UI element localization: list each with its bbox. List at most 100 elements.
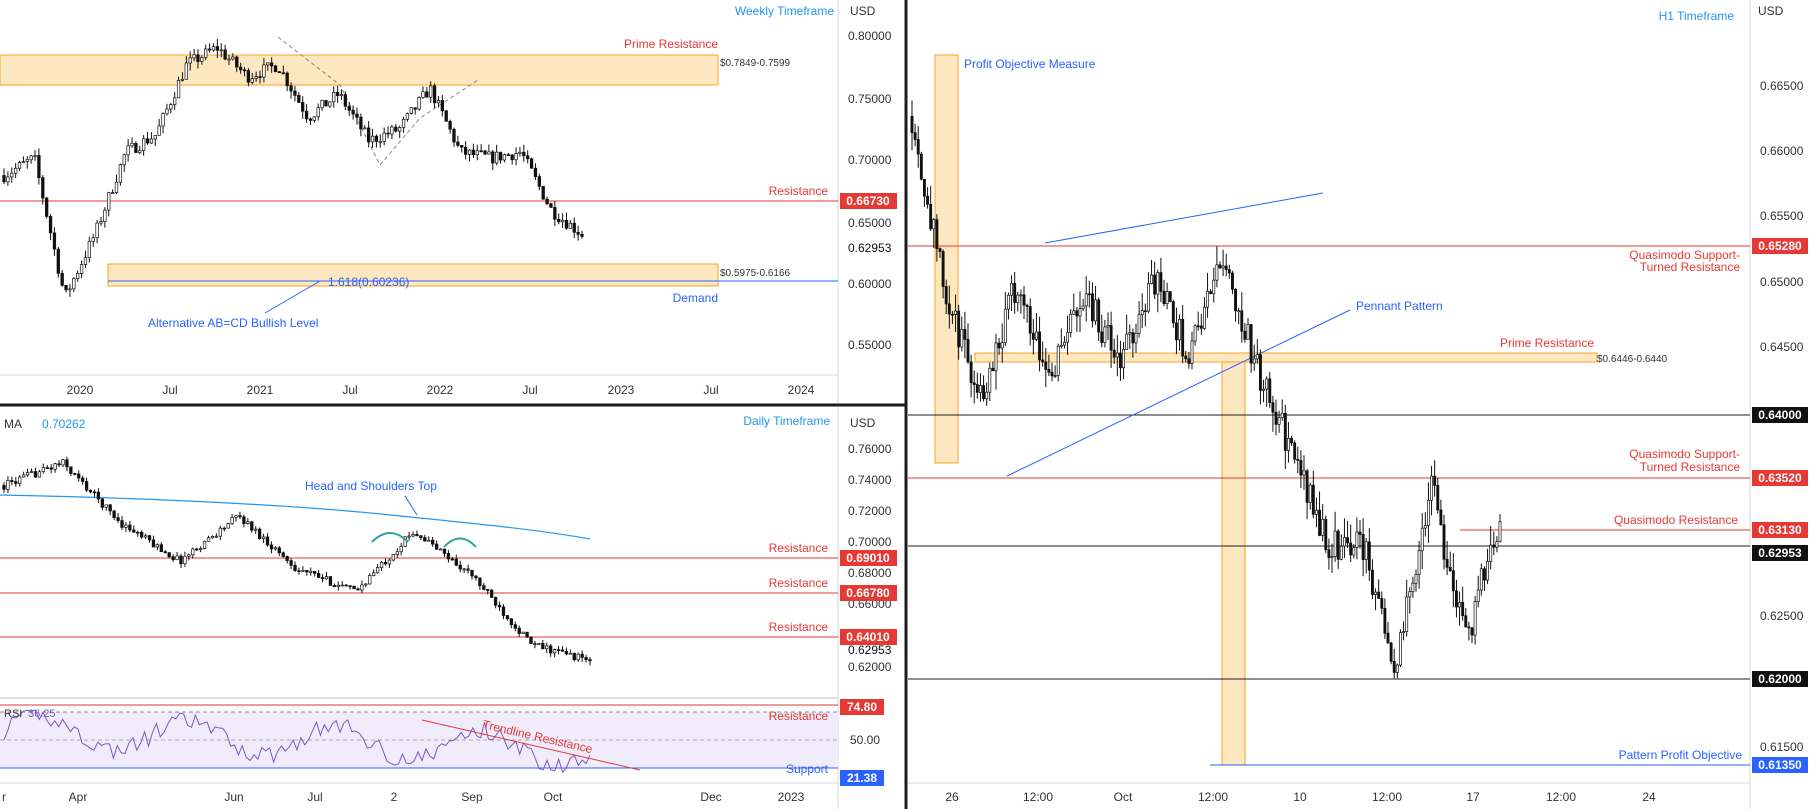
candle-body <box>179 555 183 565</box>
rsi-support-label: Support <box>786 762 829 776</box>
candle-body <box>176 80 181 99</box>
candle-body <box>328 101 332 107</box>
h1-candles <box>910 100 1502 679</box>
time-tick-label: 2021 <box>247 383 274 397</box>
candle-body <box>978 385 982 393</box>
candle-body <box>450 558 454 561</box>
candle-body <box>262 64 266 78</box>
candle-body <box>1286 438 1290 451</box>
candle-body <box>1140 310 1144 316</box>
h1-tag-4-text: 0.63130 <box>1758 523 1802 537</box>
h1-qm-support-label-2b: Turned Resistance <box>1640 460 1741 474</box>
weekly-abcd-label: Alternative AB=CD Bullish Level <box>148 316 318 330</box>
time-tick-label: 2023 <box>608 383 635 397</box>
candle-body <box>1146 283 1150 312</box>
candle-body <box>1131 332 1135 344</box>
candle-body <box>1349 542 1353 556</box>
candle-body <box>1081 305 1085 310</box>
price-tick-label: 0.62500 <box>1760 609 1804 623</box>
candle-body <box>537 176 541 187</box>
candle-body <box>497 604 502 608</box>
candle-body <box>149 138 154 144</box>
candle-body <box>1202 306 1206 329</box>
daily-ma-line <box>0 494 591 540</box>
candle-body <box>37 471 42 478</box>
daily-resistance-tag-2 <box>840 585 897 601</box>
candle-body <box>363 127 367 130</box>
candle-body <box>195 548 199 551</box>
candle-body <box>966 339 970 363</box>
daily-panel: Daily Timeframe USD MA 0.70262 Head and … <box>0 414 897 804</box>
candle-body <box>238 515 242 518</box>
daily-resistance-tag-1 <box>840 550 897 566</box>
candle-body <box>474 575 478 579</box>
candle-body <box>1423 525 1427 529</box>
candle-body <box>922 178 926 197</box>
candle-body <box>471 149 476 156</box>
candle-body <box>1150 274 1154 284</box>
candle-body <box>434 543 439 550</box>
candle-body <box>304 110 309 120</box>
candle-body <box>355 113 359 118</box>
candle-body <box>910 116 914 133</box>
candle-body <box>463 146 468 155</box>
candle-body <box>1290 438 1294 444</box>
candle-body <box>510 154 514 161</box>
weekly-prime-zone-label: $0.7849-0.7599 <box>720 58 791 69</box>
price-tick-label: 0.55000 <box>848 338 892 352</box>
candle-body <box>52 232 57 250</box>
candle-body <box>155 544 160 548</box>
h1-tag-5 <box>1752 545 1808 561</box>
candle-body <box>1122 349 1126 369</box>
candle-body <box>529 158 534 169</box>
candle-body <box>157 125 161 136</box>
candle-body <box>452 128 456 143</box>
candle-body <box>222 527 226 530</box>
rsi-resistance-label: Resistance <box>769 709 829 723</box>
time-tick-label: Jul <box>522 383 537 397</box>
candle-body <box>1346 537 1350 544</box>
candle-body <box>997 342 1001 349</box>
candle-body <box>938 248 942 252</box>
candle-body <box>53 463 57 470</box>
candle-body <box>1377 591 1381 599</box>
candle-body <box>401 118 406 128</box>
candle-body <box>136 531 140 534</box>
weekly-resistance-label: Resistance <box>769 184 829 198</box>
candle-body <box>359 116 363 130</box>
candle-body <box>399 545 403 553</box>
candle-body <box>390 126 394 135</box>
price-tick-label: 0.65000 <box>1760 275 1804 289</box>
candle-body <box>347 105 351 111</box>
candle-body <box>1398 632 1402 666</box>
candle-body <box>1395 664 1399 673</box>
candle-body <box>332 91 336 103</box>
candle-body <box>506 154 510 156</box>
candle-body <box>1062 341 1066 346</box>
candle-body <box>1314 509 1318 515</box>
candle-body <box>1324 518 1328 551</box>
daily-ma-label: MA <box>4 417 22 431</box>
candle-body <box>204 48 208 58</box>
candle-body <box>1156 272 1160 295</box>
candle-body <box>1454 590 1458 608</box>
candle-body <box>112 510 116 518</box>
candle-body <box>76 272 80 279</box>
candle-body <box>1100 331 1104 343</box>
candle-body <box>91 237 95 242</box>
candle-body <box>514 153 518 161</box>
candle-body <box>153 134 157 140</box>
candle-body <box>960 328 964 348</box>
candle-body <box>458 564 462 570</box>
candle-body <box>957 310 961 348</box>
candle-body <box>10 480 14 482</box>
candle-body <box>386 132 390 135</box>
candle-body <box>1010 282 1014 296</box>
candle-body <box>552 649 557 654</box>
candle-body <box>545 198 549 204</box>
candle-body <box>584 657 588 660</box>
candle-body <box>941 251 945 287</box>
time-tick-label: 12:00 <box>1372 790 1402 804</box>
candle-body <box>1041 359 1045 363</box>
candle-body <box>281 72 285 75</box>
